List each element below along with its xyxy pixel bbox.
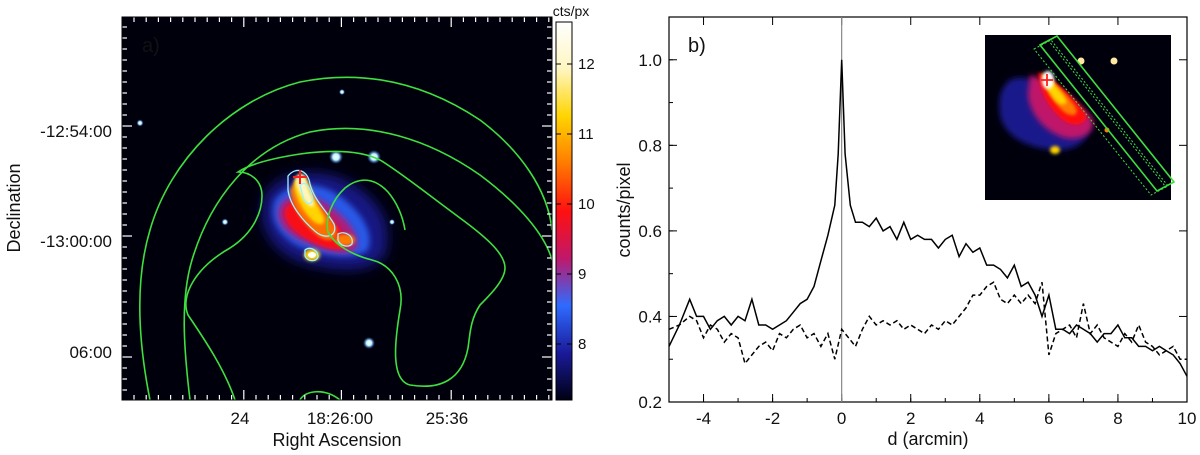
y-tick-label: -12:54:00 bbox=[40, 122, 112, 141]
radio-contours bbox=[139, 76, 552, 400]
panel-a-y-tick-labels: -12:54:00 -13:00:00 06:00 bbox=[40, 122, 112, 362]
x-tick-label: 24 bbox=[231, 409, 250, 428]
xray-image bbox=[136, 76, 552, 400]
colorbar-tick-label: 10 bbox=[578, 196, 595, 213]
panel-a-xlabel: Right Ascension bbox=[272, 430, 401, 450]
x-tick-label: 4 bbox=[975, 409, 984, 428]
profile-plot: -4 -2 0 2 4 6 8 10 0.2 0.4 0.6 0.8 1.0 bbox=[638, 16, 1197, 428]
colorbar-tick-label: 8 bbox=[578, 336, 586, 353]
y-tick-label: 06:00 bbox=[69, 343, 112, 362]
x-tick-label: 10 bbox=[1178, 409, 1197, 428]
x-tick-label: -4 bbox=[696, 409, 711, 428]
colorbar-tick-label: 12 bbox=[578, 56, 595, 73]
y-tick-label: 0.2 bbox=[638, 393, 662, 412]
x-tick-label: 25:36 bbox=[426, 409, 469, 428]
x-tick-label: 0 bbox=[837, 409, 846, 428]
y-tick-label: 1.0 bbox=[638, 51, 662, 70]
inset-image bbox=[985, 34, 1176, 200]
y-tick-label: 0.4 bbox=[638, 307, 662, 326]
panel-a-label: a) bbox=[142, 35, 160, 57]
profile-region bbox=[1033, 34, 1176, 196]
inset-marker bbox=[1041, 74, 1053, 86]
x-tick-label: 8 bbox=[1113, 409, 1122, 428]
colorbar: cts/px 8 9 10 11 12 bbox=[553, 3, 595, 401]
x-tick-label: 18:26:00 bbox=[307, 409, 373, 428]
panel-b-ylabel: counts/pixel bbox=[614, 162, 634, 257]
y-tick-label: 0.6 bbox=[638, 222, 662, 241]
point-sources bbox=[136, 89, 395, 349]
source-marker bbox=[293, 170, 307, 184]
panel-a-frame bbox=[121, 16, 553, 401]
colorbar-ticks: 8 9 10 11 12 bbox=[556, 56, 595, 353]
panel-b: -4 -2 0 2 4 6 8 10 0.2 0.4 0.6 0.8 1.0 b) d (arcmin)… bbox=[614, 16, 1197, 449]
y-tick-label: 0.8 bbox=[638, 136, 662, 155]
panel-a-ylabel: Declination bbox=[4, 163, 24, 252]
panel-b-xlabel: d (arcmin) bbox=[887, 429, 968, 449]
x-tick-label: -2 bbox=[765, 409, 780, 428]
y-tick-label: -13:00:00 bbox=[40, 232, 112, 251]
panel-b-label: b) bbox=[688, 35, 706, 57]
panel-a-x-tick-labels: 24 18:26:00 25:36 bbox=[231, 409, 469, 428]
colorbar-tick-label: 9 bbox=[578, 266, 586, 283]
xray-contours bbox=[287, 169, 353, 262]
colorbar-gradient bbox=[555, 21, 573, 401]
colorbar-tick-label: 11 bbox=[578, 126, 594, 143]
panel-a: a) 24 18:26:00 25:36 -12:54:00 -13:00:00… bbox=[4, 3, 595, 450]
series-line-dashed bbox=[668, 281, 1187, 366]
series-line-solid bbox=[668, 59, 1188, 377]
x-tick-label: 6 bbox=[1044, 409, 1053, 428]
panel-a-ticks bbox=[122, 17, 552, 400]
colorbar-unit: cts/px bbox=[553, 3, 590, 19]
x-tick-label: 2 bbox=[906, 409, 915, 428]
